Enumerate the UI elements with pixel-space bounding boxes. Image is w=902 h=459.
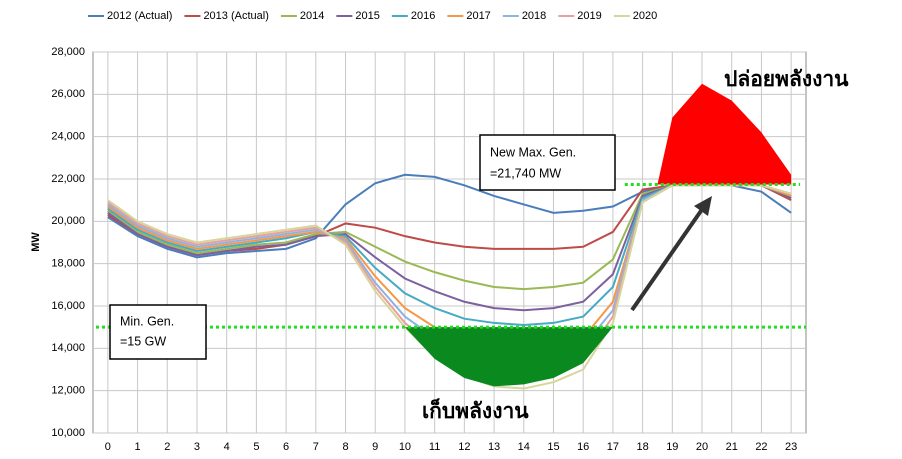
y-tick-label: 16,000 (51, 300, 85, 312)
store-label: เก็บพลังงาน (422, 397, 529, 423)
annotation-text: New Max. Gen. (490, 145, 576, 159)
x-tick-label: 13 (488, 441, 500, 453)
legend-label: 2017 (466, 10, 490, 22)
x-tick-label: 1 (135, 441, 141, 453)
energy-area (404, 327, 613, 387)
x-tick-label: 20 (696, 441, 708, 453)
x-tick-label: 6 (283, 441, 289, 453)
x-tick-label: 4 (224, 441, 230, 453)
arrow (630, 206, 705, 312)
x-tick-label: 8 (342, 441, 348, 453)
energy-area (657, 83, 792, 185)
y-tick-label: 24,000 (51, 131, 85, 143)
x-tick-label: 22 (755, 441, 767, 453)
annotation-text: =21,740 MW (490, 166, 561, 180)
x-tick-label: 0 (105, 441, 111, 453)
legend-label: 2019 (577, 10, 601, 22)
y-tick-label: 20,000 (51, 215, 85, 227)
x-tick-label: 9 (372, 441, 378, 453)
legend-label: 2013 (Actual) (203, 10, 268, 22)
min-gen-box: Min. Gen. =15 GW (109, 304, 207, 360)
annotation-text: =15 GW (120, 334, 166, 348)
release-label: ปล่อยพลังงาน (724, 67, 849, 91)
x-tick-label: 16 (577, 441, 589, 453)
y-tick-label: 22,000 (51, 173, 85, 185)
legend-label: 2015 (355, 10, 379, 22)
x-tick-label: 5 (253, 441, 259, 453)
x-tick-label: 18 (636, 441, 648, 453)
annotation-box (109, 304, 207, 360)
x-tick-label: 12 (458, 441, 470, 453)
y-axis-label: MW (30, 232, 42, 252)
y-tick-label: 14,000 (51, 342, 85, 354)
plot: 10,000 12,000 14,000 16,000 18,000 20,000 22,0… (51, 10, 807, 453)
x-tick-label: 10 (399, 441, 411, 453)
x-tick-label: 11 (429, 441, 440, 453)
legend-label: 2018 (522, 10, 546, 22)
y-tick-label: 28,000 (51, 46, 85, 58)
y-tick-label: 10,000 (51, 427, 85, 439)
y-tick-label: 18,000 (51, 258, 85, 270)
legend-label: 2012 (Actual) (107, 10, 172, 22)
x-tick-label: 15 (547, 441, 559, 453)
y-tick-label: 26,000 (51, 88, 85, 100)
x-tick-label: 17 (607, 441, 619, 453)
y-tick-label: 12,000 (51, 385, 85, 397)
x-tick-label: 21 (726, 441, 738, 453)
x-tick-label: 2 (164, 441, 170, 453)
x-tick-label: 19 (666, 441, 678, 453)
legend-label: 2014 (300, 10, 324, 22)
annotation-box (479, 134, 616, 191)
arrow-head (694, 196, 712, 216)
x-tick-label: 14 (518, 441, 530, 453)
legend-label: 2020 (633, 10, 657, 22)
x-tick-label: 23 (785, 441, 797, 453)
annotation-text: Min. Gen. (120, 314, 174, 328)
x-tick-label: 3 (194, 441, 200, 453)
max-gen-box: New Max. Gen. =21,740 MW (479, 134, 616, 191)
legend-label: 2016 (411, 10, 435, 22)
x-tick-label: 7 (313, 441, 319, 453)
